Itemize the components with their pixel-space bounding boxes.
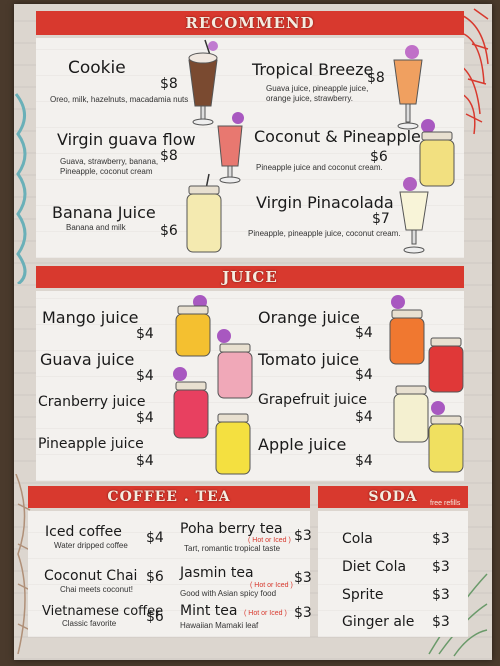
menu-item-desc: Chai meets coconut! [60,585,133,594]
menu-item-name: Jasmin tea [180,565,254,581]
menu-item-name: Virgin Pinacolada [256,193,394,212]
mason-jar-icon [175,295,211,357]
juice-banner: JUICE [36,266,464,288]
menu-item-price: $6 [370,149,388,165]
menu-item-price: $3 [432,587,450,603]
menu-item-name: Cranberry juice [38,394,146,410]
menu-item-price: $4 [136,326,154,342]
mason-jar-icon [215,413,251,475]
mason-jar-icon [186,173,222,253]
menu-item-price: $8 [160,76,178,92]
coffee-tea-banner: COFFEE . TEA [28,486,310,508]
menu-item-name: Poha berry tea [180,521,283,537]
menu-item-desc: Guava juice, pineapple juice, [266,84,369,93]
menu-item-name: Apple juice [258,435,347,454]
mason-jar-icon [393,385,429,443]
mason-jar-icon [217,329,253,399]
menu-item-price: $4 [146,530,164,546]
menu-item-desc: Tart, romantic tropical taste [184,544,281,553]
menu-item-price: $8 [160,148,178,164]
tribal-pattern-icon [14,93,27,284]
menu-item-desc: Pineapple, pineapple juice, coconut crea… [248,229,401,238]
menu-item-name: Pineapple juice [38,436,144,452]
menu-item-name: Coconut Chai [44,568,138,584]
menu-item-name: Orange juice [258,308,360,327]
menu-item-price: $3 [432,559,450,575]
menu-item-price: $4 [136,453,154,469]
soda-banner: SODA [318,486,468,508]
menu-item-price: $8 [367,70,385,86]
soda-title: SODA [368,489,418,505]
menu-item-name: Banana Juice [52,203,156,222]
coffee-tea-title: COFFEE . TEA [107,489,231,505]
hot-or-iced-note: ( Hot or Iced ) [248,537,291,544]
mason-jar-icon [389,295,425,365]
menu-item-price: $3 [294,570,312,586]
recommend-panel [36,38,464,258]
menu-item-price: $6 [160,223,178,239]
menu-item-name: Vietnamese coffee [42,604,164,619]
menu-item-name: Cola [342,531,373,547]
soda-panel [318,511,468,637]
menu-item-price: $4 [355,367,373,383]
menu-item-name: Cookie [68,58,126,78]
menu-item-desc: Guava, strawberry, banana, [60,157,159,166]
menu-item-price: $6 [146,569,164,585]
menu-item-desc: Water dripped coffee [54,541,128,550]
recommend-banner: RECOMMEND [36,11,464,35]
mason-jar-icon [428,337,464,393]
cocktail-glass-icon [399,177,429,254]
menu-item-name: Virgin guava flow [57,130,196,149]
menu-item-name: Mango juice [42,308,139,327]
menu-item-desc: Good with Asian spicy food [180,589,277,598]
menu-item-price: $6 [146,609,164,625]
free-refills-note: free refills [430,500,461,507]
menu-item-price: $4 [136,368,154,384]
menu-item-price: $3 [294,528,312,544]
menu-item-desc: Pineapple, coconut cream [60,167,153,176]
menu-item-desc: Classic favorite [62,619,117,628]
menu-item-desc: Oreo, milk, hazelnuts, macadamia nuts [50,95,189,104]
menu-item-price: $4 [136,410,154,426]
milkshake-icon [188,39,218,126]
menu-item-name: Grapefruit juice [258,392,368,408]
juice-title: JUICE [222,268,278,286]
menu-item-price: $4 [355,409,373,425]
menu-item-name: Iced coffee [45,524,122,540]
menu-item-desc: Banana and milk [66,223,126,232]
menu-item-name: Diet Cola [342,559,407,575]
menu-item-name: Mint tea [180,603,238,619]
menu-item-desc: Pineapple juice and coconut cream. [256,163,383,172]
mason-jar-icon [428,401,464,473]
menu-item-price: $4 [355,453,373,469]
coffee-tea-panel [28,511,310,637]
menu-item-price: $3 [432,531,450,547]
menu-item-name: Ginger ale [342,614,415,630]
cocktail-glass-icon [393,45,423,130]
tribal-pattern-icon [457,8,489,135]
leaf-pattern-icon [15,474,31,654]
menu-item-price: $7 [372,211,390,227]
menu-item-name: Tomato juice [258,350,360,369]
cocktail-glass-icon [217,112,244,184]
menu-item-price: $3 [294,605,312,621]
menu-item-desc: orange juice, strawberry. [266,94,353,103]
hot-or-iced-note: ( Hot or Iced ) [250,582,293,589]
recommend-title: RECOMMEND [185,14,315,32]
menu-item-price: $3 [432,614,450,630]
menu-item-name: Coconut & Pineapple [254,127,421,146]
hot-or-iced-note: ( Hot or Iced ) [244,610,287,617]
menu-item-name: Sprite [342,587,384,603]
mason-jar-icon [419,119,455,187]
menu-item-desc: Hawaiian Mamaki leaf [180,621,259,630]
menu-item-price: $4 [355,325,373,341]
menu-item-name: Guava juice [40,350,135,369]
menu-item-name: Tropical Breeze [252,60,374,79]
mason-jar-icon [173,367,209,439]
